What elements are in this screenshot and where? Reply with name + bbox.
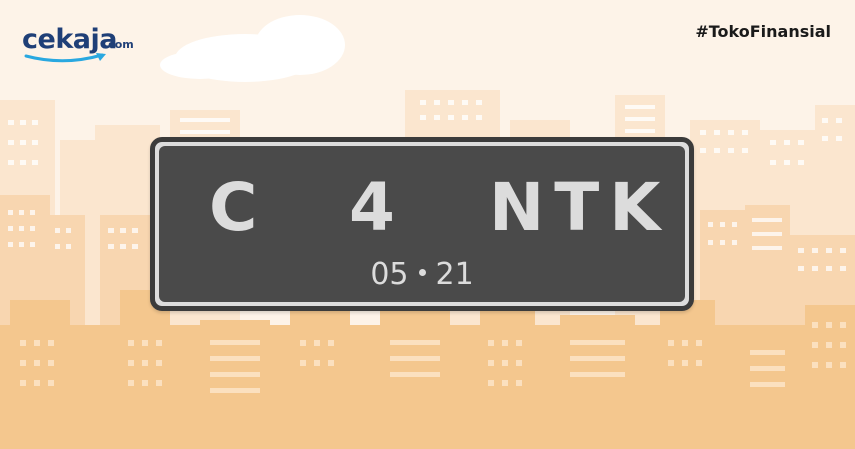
mid-windows: [8, 210, 846, 271]
separator-dot: [418, 269, 426, 276]
plate-region-code: C: [209, 169, 268, 246]
cloud-shapes: [160, 15, 345, 82]
plate-expiry-month: 05: [370, 257, 409, 292]
license-plate: C 4 NTK 05 21: [150, 137, 694, 311]
hashtag-label: #TokoFinansial: [695, 22, 831, 41]
plate-suffix-letters: NTK: [489, 169, 671, 246]
front-windows: [20, 322, 846, 393]
logo-swoosh-icon: [24, 53, 106, 63]
license-plate-face: C 4 NTK 05 21: [159, 146, 685, 302]
plate-expiry-date: 05 21: [159, 258, 685, 292]
logo-domain-suffix: .com: [104, 38, 134, 51]
logo-wordmark: cekaja: [22, 24, 117, 55]
cekaja-logo[interactable]: cekaja .com: [22, 22, 152, 63]
far-windows: [8, 100, 842, 165]
plate-expiry-year: 21: [435, 257, 474, 292]
plate-number: 4: [349, 169, 405, 246]
